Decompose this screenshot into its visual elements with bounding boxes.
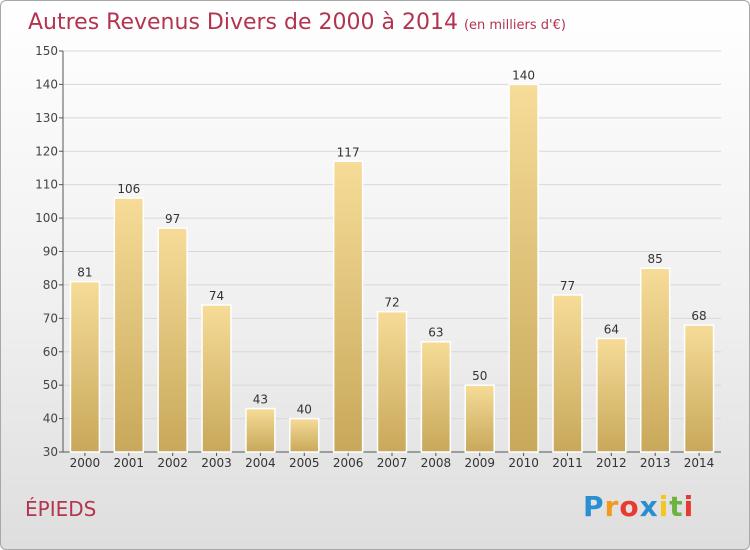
bar-value-label: 40 (297, 403, 312, 417)
x-tick-label: 2004 (245, 456, 276, 470)
x-tick-label: 2009 (464, 456, 495, 470)
bar-2009 (464, 384, 495, 453)
bar-value-label: 43 (253, 393, 268, 407)
chart-title: Autres Revenus Divers de 2000 à 2014 (en … (28, 10, 566, 35)
x-tick-label: 2011 (552, 456, 583, 470)
x-tick-label: 2010 (508, 456, 539, 470)
x-tick-label: 2003 (201, 456, 232, 470)
bar-value-label: 72 (384, 296, 399, 310)
logo-letter: o (619, 490, 640, 523)
bar-2004 (245, 407, 276, 453)
y-tick-label: 30 (43, 445, 58, 459)
logo-letter: t (669, 490, 684, 523)
y-tick-label: 70 (43, 311, 58, 325)
bar-2007 (376, 310, 408, 453)
x-tick-label: 2001 (114, 456, 145, 470)
title-unit: (en milliers d'€) (463, 18, 566, 33)
bar-value-label: 117 (337, 145, 360, 159)
bar-value-label: 140 (512, 68, 535, 82)
bar-value-label: 68 (691, 309, 706, 323)
bar-value-label: 81 (77, 266, 92, 280)
bar-2008 (420, 340, 452, 453)
y-tick-label: 80 (43, 278, 58, 292)
bar-value-label: 64 (604, 322, 619, 336)
bar-2012 (596, 337, 627, 453)
axes: 30 40 50 60 70 80 90 100 110 120 130 140 150 2000 2001… (35, 44, 721, 470)
x-tick-label: 2013 (640, 456, 671, 470)
bar-labels: 81 106 97 74 43 40 117 72 63 50 140 77 64 85 68 (77, 68, 706, 416)
x-tick-label: 2008 (421, 456, 452, 470)
bar-2005 (289, 417, 320, 453)
logo-letter: x (639, 490, 659, 523)
bar-2000 (69, 280, 101, 453)
y-tick-label: 60 (43, 345, 58, 359)
bar-value-label: 63 (428, 326, 443, 340)
y-tick-label: 50 (43, 378, 58, 392)
bars (69, 83, 715, 453)
logo-letter: P (583, 490, 605, 523)
bar-value-label: 77 (560, 279, 575, 293)
logo-letter: i (658, 490, 670, 523)
y-tick-label: 120 (35, 144, 58, 158)
y-tick-label: 140 (35, 77, 58, 91)
y-tick-label: 150 (35, 44, 58, 58)
bar-2010 (508, 83, 539, 453)
bar-2003 (201, 304, 232, 453)
logo-letter: r (604, 490, 620, 523)
bar-value-label: 50 (472, 369, 487, 383)
y-tick-label: 40 (43, 412, 58, 426)
proxiti-logo: Proxiti (583, 490, 694, 523)
city-name: ÉPIEDS (25, 497, 97, 521)
bar-2013 (639, 267, 671, 453)
x-tick-label: 2007 (377, 456, 408, 470)
bar-2014 (683, 324, 715, 453)
title-text: Autres Revenus Divers de 2000 à 2014 (28, 10, 458, 35)
bar-2002 (157, 227, 188, 453)
bar-2006 (332, 160, 364, 453)
x-tick-label: 2014 (684, 456, 715, 470)
bar-value-label: 106 (117, 182, 140, 196)
bar-value-label: 97 (165, 212, 180, 226)
x-tick-label: 2012 (596, 456, 627, 470)
y-tick-label: 90 (43, 245, 58, 259)
x-tick-label: 2005 (289, 456, 320, 470)
bar-value-label: 74 (209, 289, 224, 303)
y-tick-label: 100 (35, 211, 58, 225)
y-tick-label: 110 (35, 178, 58, 192)
x-tick-label: 2000 (70, 456, 101, 470)
bar-2011 (552, 294, 583, 453)
x-tick-label: 2002 (157, 456, 188, 470)
bar-2001 (113, 197, 145, 453)
bar-value-label: 85 (648, 252, 663, 266)
logo-letter: i (683, 490, 695, 523)
y-tick-label: 130 (35, 111, 58, 125)
x-tick-label: 2006 (333, 456, 364, 470)
